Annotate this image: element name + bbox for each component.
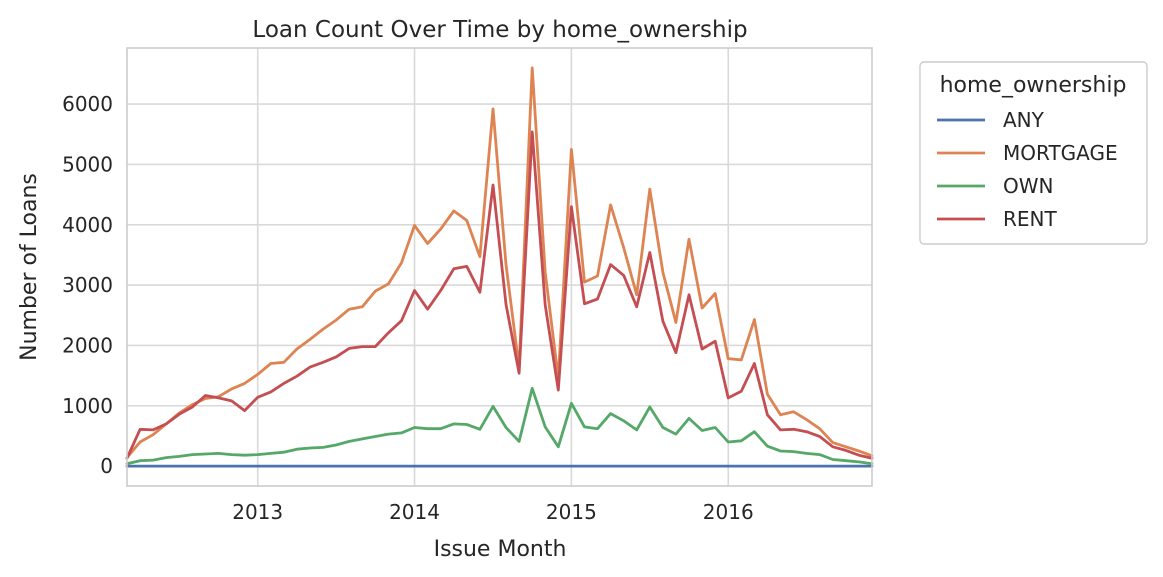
y-tick-label: 6000 (62, 92, 113, 116)
series-line-own (125, 386, 874, 466)
x-tick-labels: 2013 2014 2015 2016 (232, 500, 753, 524)
x-tick-label: 2015 (546, 500, 597, 524)
y-tick-label: 0 (100, 454, 113, 478)
y-tick-labels: 0 1000 2000 3000 4000 5000 6000 (62, 92, 113, 478)
series-line-mortgage (125, 66, 874, 460)
y-tick-label: 3000 (62, 273, 113, 297)
chart-title: Loan Count Over Time by home_ownership (252, 17, 747, 43)
series-line-rent (125, 130, 874, 460)
plot-area (127, 48, 872, 486)
legend-box (919, 61, 1148, 245)
legend-label: RENT (1003, 207, 1057, 231)
y-tick-label: 5000 (62, 152, 113, 176)
plot-frame (126, 47, 873, 487)
y-tick-label: 1000 (62, 394, 113, 418)
y-axis-title: Number of Loans (17, 173, 42, 361)
x-tick-label: 2014 (389, 500, 440, 524)
x-tick-label: 2016 (703, 500, 754, 524)
legend-items: ANY MORTGAGE OWN RENT (937, 108, 1118, 231)
y-tick-label: 2000 (62, 333, 113, 357)
legend-label: ANY (1003, 108, 1045, 132)
x-axis-title: Issue Month (434, 537, 567, 562)
legend: home_ownership ANY MORTGAGE OWN RENT (919, 61, 1148, 245)
legend-label: OWN (1003, 174, 1053, 198)
x-tick-label: 2013 (232, 500, 283, 524)
legend-label: MORTGAGE (1003, 141, 1118, 165)
series-lines (125, 66, 874, 468)
y-tick-label: 4000 (62, 213, 113, 237)
legend-title: home_ownership (940, 73, 1127, 98)
